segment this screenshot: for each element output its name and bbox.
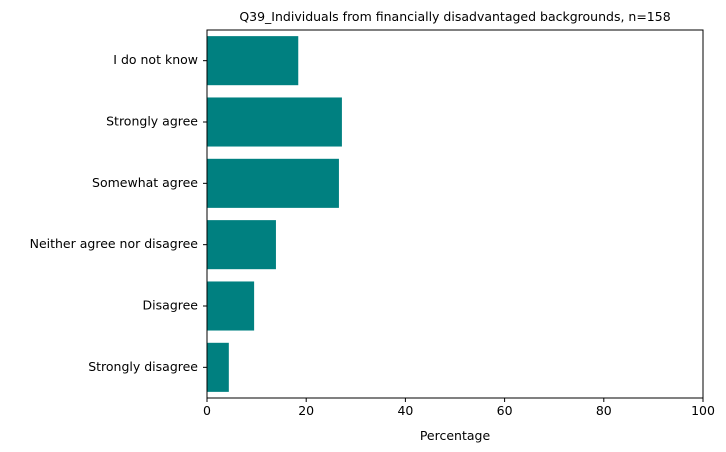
y-tick-label: Neither agree nor disagree bbox=[30, 236, 199, 251]
y-tick-label: I do not know bbox=[113, 52, 198, 67]
bar-i-do-not-know bbox=[207, 36, 299, 86]
bar-neither-agree-nor-disagree bbox=[207, 220, 276, 270]
bar-strongly-agree bbox=[207, 97, 342, 147]
y-tick-label: Somewhat agree bbox=[92, 175, 198, 190]
x-axis-ticks: 0 20 40 60 80 100 bbox=[203, 398, 715, 418]
x-tick-label: 20 bbox=[298, 403, 314, 418]
bar-disagree bbox=[207, 281, 255, 331]
x-tick-label: 40 bbox=[397, 403, 413, 418]
x-tick-label: 80 bbox=[596, 403, 612, 418]
y-tick-label: Strongly agree bbox=[106, 114, 198, 129]
bar-somewhat-agree bbox=[207, 158, 339, 208]
y-tick-label: Strongly disagree bbox=[88, 359, 198, 374]
x-tick-label: 60 bbox=[497, 403, 513, 418]
bar-strongly-disagree bbox=[207, 342, 229, 392]
x-tick-label: 0 bbox=[203, 403, 211, 418]
x-tick-label: 100 bbox=[691, 403, 715, 418]
y-axis-ticks: I do not know Strongly agree Somewhat agre… bbox=[30, 52, 207, 374]
x-axis-title: Percentage bbox=[420, 428, 491, 443]
bars-group bbox=[207, 36, 342, 392]
chart-title: Q39_Individuals from financially disadva… bbox=[239, 9, 670, 24]
plot-frame bbox=[206, 29, 704, 399]
y-tick-label: Disagree bbox=[143, 298, 199, 313]
